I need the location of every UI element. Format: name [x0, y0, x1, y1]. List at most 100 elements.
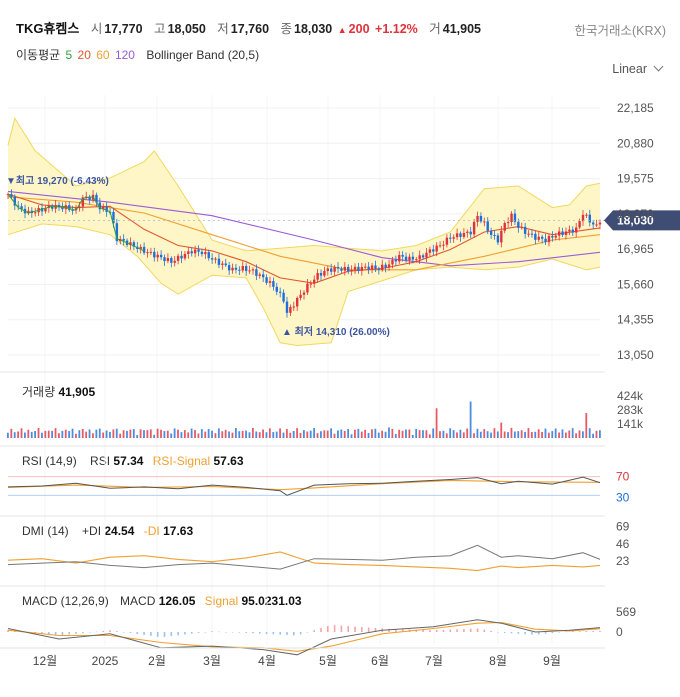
candle-body — [20, 206, 23, 209]
volume-bar — [337, 430, 339, 438]
volume-bar — [374, 428, 377, 438]
candle-body — [340, 268, 343, 271]
volume-bar — [439, 431, 441, 438]
ma-label[interactable]: 이동평균 — [16, 48, 61, 62]
volume-bar — [479, 431, 482, 438]
volume-bar — [13, 432, 16, 438]
macd-histogram-bar — [14, 630, 16, 632]
volume-bar — [112, 429, 115, 438]
volume-bar — [381, 430, 384, 438]
macd-histogram-bar — [320, 628, 322, 632]
candle-body — [81, 197, 85, 207]
volume-bar — [98, 428, 101, 438]
macd-histogram-bar — [265, 632, 268, 634]
volume-bar — [217, 428, 220, 438]
last-price-label: 18,030 — [617, 213, 654, 227]
volume-bar — [265, 432, 268, 438]
candle-body — [261, 274, 265, 278]
macd-histogram-bar — [143, 632, 145, 635]
volume-bar — [156, 428, 159, 438]
candle-body — [496, 235, 500, 243]
volume-bar — [102, 432, 105, 438]
macd-histogram-bar — [347, 626, 350, 632]
volume-bar — [578, 430, 581, 438]
macd-signal-line — [7, 621, 601, 652]
volume-bar — [207, 428, 210, 438]
mdi-label: -DI — [143, 524, 160, 538]
macd-line-value: 126.05 — [158, 594, 196, 608]
macd-histogram-bar — [109, 630, 111, 632]
macd-histogram-bar — [82, 632, 84, 634]
candle-body — [486, 221, 489, 231]
change-up-icon: ▲ — [337, 25, 347, 35]
volume-bar — [68, 431, 71, 438]
volume-bar — [503, 431, 506, 438]
stock-name[interactable]: TKG휴켐스 — [16, 21, 80, 36]
volume-bar — [323, 430, 326, 438]
bollinger-band-fill — [8, 118, 600, 346]
macd-histogram-bar — [476, 628, 479, 632]
volume-bar — [292, 430, 295, 438]
x-tick-label: 3월 — [203, 654, 221, 668]
change-value: 200 — [348, 22, 370, 36]
candle-body — [302, 292, 306, 295]
candle-body — [234, 267, 238, 270]
candle-body — [561, 231, 564, 235]
candle-body — [282, 292, 285, 302]
x-tick-label: 12월 — [33, 654, 57, 668]
macd-histogram-bar — [571, 631, 574, 632]
candle-body — [255, 269, 258, 276]
macd-histogram-bar — [136, 632, 139, 634]
ma5-line — [7, 193, 145, 252]
candle-body — [68, 205, 71, 210]
macd-histogram-bar — [415, 629, 418, 632]
candle-body — [85, 196, 88, 198]
price-tick-label: 19,575 — [617, 172, 654, 186]
volume-bar — [486, 431, 489, 438]
macd-histogram-bar — [449, 629, 452, 632]
candle-body — [387, 264, 391, 268]
high-value: 18,050 — [167, 22, 206, 36]
macd-histogram-bar — [238, 632, 241, 633]
x-tick-label: 2025 — [92, 654, 119, 668]
volume-bar — [58, 433, 60, 438]
candle-body — [306, 283, 309, 293]
candle-body — [214, 258, 217, 260]
volume-bar — [272, 432, 275, 438]
scale-selector[interactable]: Linear — [612, 61, 664, 76]
volume-bar — [92, 433, 94, 438]
candle-body — [309, 283, 313, 285]
ma60-line — [7, 196, 601, 271]
volume-bar — [234, 428, 237, 438]
volume-bar — [459, 429, 462, 438]
last-price-tag — [604, 210, 680, 231]
bollinger-label[interactable]: Bollinger Band (20,5) — [146, 48, 260, 62]
candle-body — [438, 245, 442, 247]
macd-histogram-bar — [170, 632, 173, 637]
volume-bar — [527, 428, 530, 438]
candle-body — [207, 252, 210, 259]
volume-bar — [483, 429, 486, 438]
macd-histogram-bar — [231, 632, 234, 633]
x-tick-label: 7월 — [425, 654, 443, 668]
macd-histogram-bar — [184, 632, 186, 635]
candle-body — [370, 265, 374, 270]
volume-value: 41,905 — [442, 22, 481, 36]
candle-body — [578, 221, 581, 228]
volume-bar — [197, 433, 200, 438]
candle-body — [551, 235, 554, 238]
volume-bar — [248, 432, 251, 438]
candle-body — [476, 215, 479, 222]
macd-histogram-bar — [306, 632, 309, 633]
candle-body — [483, 221, 486, 223]
macd-histogram-bar — [61, 632, 64, 636]
volume-bar — [10, 428, 13, 438]
macd-histogram-bar — [463, 629, 465, 632]
indicator-legend: 이동평균 5 20 60 120 Bollinger Band (20,5) — [16, 46, 261, 63]
volume-bar — [524, 431, 526, 438]
volume-bar — [496, 431, 499, 438]
scale-mode: Linear — [612, 62, 647, 76]
volume-bar — [333, 433, 336, 438]
volume-bar — [554, 428, 557, 438]
